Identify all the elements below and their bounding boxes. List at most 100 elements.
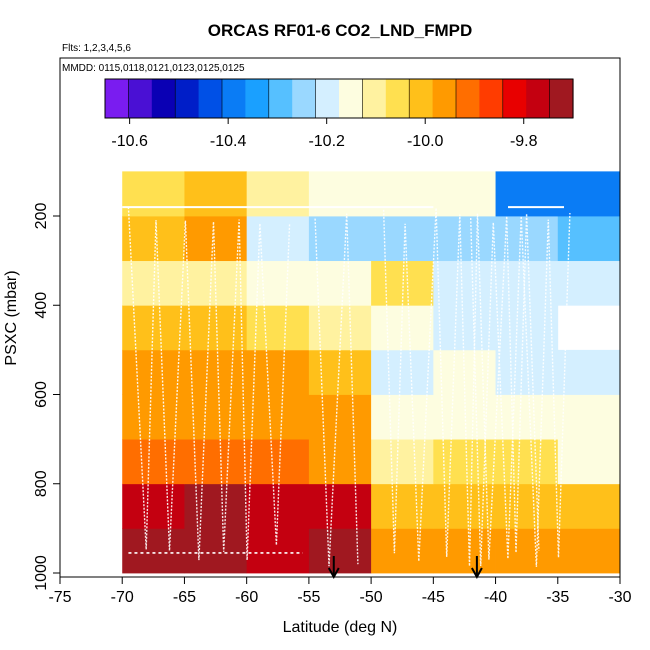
heatmap-cell [495,260,559,306]
x-tick-label: -75 [48,589,71,606]
dates-label: MMDD: 0115,0118,0121,0123,0125,0125 [62,63,245,74]
heatmap-cell [122,171,185,217]
flight-track [382,208,540,567]
heatmap-cell [246,528,310,574]
colorbar-frame [104,78,574,119]
heatmap-cell [122,305,185,351]
colorbar-swatch [245,79,270,118]
y-axis-label: PSXC (mbar) [3,270,20,365]
heatmap-cell [246,439,310,485]
x-tick-label: -70 [111,589,134,606]
heatmap-cell [308,171,372,217]
heatmap-cell [557,483,621,529]
heatmap-cell [122,528,185,574]
heatmap-cell [433,216,496,262]
heatmap-cell [308,528,372,574]
flight-track [314,213,359,567]
heatmap-cell [246,216,310,262]
y-tick-label: 800 [33,470,50,497]
heatmap-cell [246,394,310,440]
heatmap-cell [308,216,372,262]
heatmap-cell [433,260,496,306]
plot-frame [59,57,621,578]
heatmap-cell [433,528,496,574]
heatmap-cell [371,216,434,262]
x-tick-label: -65 [173,589,196,606]
heatmap-cell [557,439,621,485]
colorbar-tick-label: -10.4 [210,133,247,150]
heatmap-cell [308,260,372,306]
colorbar-swatch [105,79,129,118]
colorbar-swatch [175,79,200,118]
heatmap-cell [184,305,248,351]
colorbar-swatch [198,79,223,118]
heatmap-cell [184,349,248,395]
heatmap-cell [308,394,372,440]
heatmap-cell [495,349,559,395]
heatmap-cell [433,483,496,529]
heatmap-cell [246,260,310,306]
heatmap-cell [184,216,248,262]
heatmap-cell [495,394,559,440]
colorbar-tick-label: -9.8 [510,133,538,150]
heatmap-cell [557,394,621,440]
x-tick-label: -45 [422,589,445,606]
x-tick-label: -40 [484,589,507,606]
colorbar-swatch [128,79,153,118]
colorbar-tick-label: -10.0 [407,133,444,150]
colorbar: -10.6 -10.4 -10.2 -10.0 -9.8 [104,78,574,150]
heatmap-cell [308,483,372,529]
colorbar-swatch [315,79,340,118]
colorbar-swatch [479,79,504,118]
heatmap-cell [371,260,434,306]
heatmap-cell [371,394,434,440]
colorbar-swatch [409,79,434,118]
colorbar-swatch [292,79,317,118]
x-axis: -75 -70 -65 -60 -55 -50 -45 -40 -35 -30 [48,577,632,606]
heatmap-cell [184,171,248,217]
y-tick-label: 600 [33,381,50,408]
heatmap-cells [122,171,621,574]
heatmap-cell [557,171,621,217]
heatmap-cell [308,439,372,485]
x-tick-label: -30 [608,589,631,606]
colorbar-swatch [339,79,363,118]
colorbar-swatch [268,79,293,118]
colorbar-swatch [526,79,551,118]
colorbar-tick-label: -10.6 [111,133,148,150]
heatmap-cell [371,171,434,217]
flights-label: Flts: 1,2,3,4,5,6 [62,43,131,54]
heatmap-cell [371,483,434,529]
colorbar-swatch [456,79,480,118]
heatmap-cell [495,528,559,574]
flight-tracks [122,206,571,567]
x-tick-label: -55 [297,589,320,606]
heatmap-cell [495,171,559,217]
heatmap-cell [122,216,185,262]
heatmap-cell [433,171,496,217]
heatmap-cell [184,439,248,485]
heatmap-cell [557,349,621,395]
heatmap-cell [246,171,310,217]
heatmap-cell [184,394,248,440]
colorbar-tick-label: -10.2 [308,133,345,150]
heatmap-cell [557,528,621,574]
colorbar-swatch [502,79,527,118]
colorbar-swatch [151,79,176,118]
y-tick-label: 400 [33,292,50,319]
heatmap-cell [495,439,559,485]
x-axis-label: Latitude (deg N) [283,619,398,636]
heatmap-cell [371,528,434,574]
heatmap-cell [184,528,248,574]
chart-title: ORCAS RF01-6 CO2_LND_FMPD [208,21,473,40]
heatmap-cell [184,483,248,529]
x-tick-label: -50 [360,589,383,606]
colorbar-swatch [362,79,387,118]
heatmap-cell [371,305,434,351]
y-tick-label: 200 [33,203,50,230]
x-tick-label: -35 [546,589,569,606]
heatmap-cell [122,394,185,440]
flight-track [127,207,291,561]
heatmap-cell [122,483,185,529]
heatmap-cell [557,216,621,262]
